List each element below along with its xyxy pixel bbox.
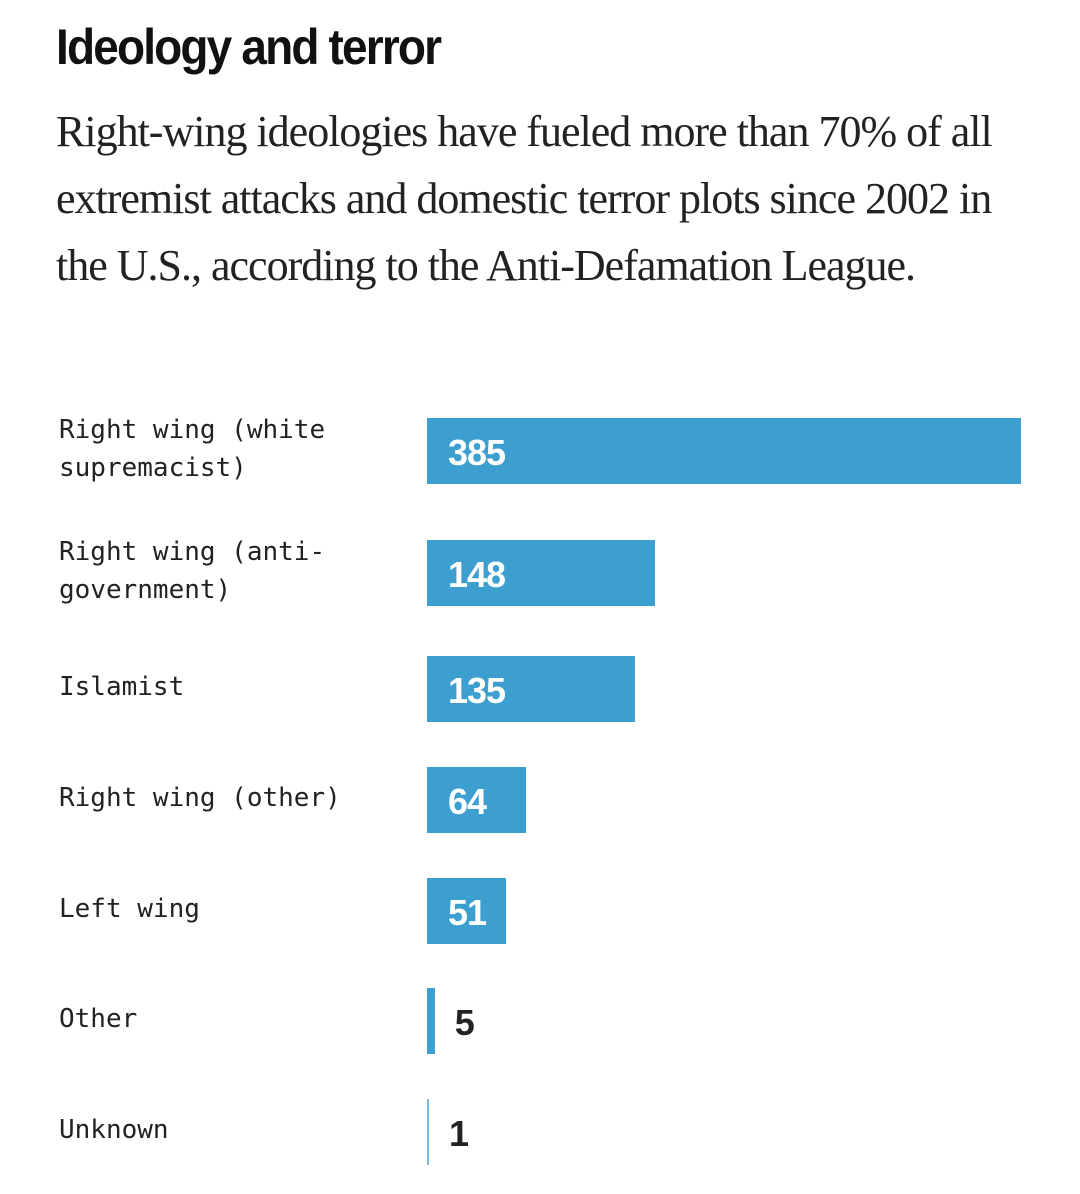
data-label: 5 <box>454 1002 475 1043</box>
bar <box>427 1099 429 1165</box>
bar <box>427 540 656 606</box>
data-label: 1 <box>449 1113 469 1154</box>
category-label: Right wing (other) <box>59 783 341 813</box>
bar <box>427 418 1021 484</box>
category-label: Left wing <box>59 894 200 924</box>
category-label: Right wing (anti-government) <box>59 537 326 605</box>
category-label: Right wing (white supremacist) <box>59 415 326 483</box>
chart-title: Ideology and terror <box>56 19 442 75</box>
data-label: 51 <box>448 892 487 933</box>
data-label: 135 <box>448 670 506 711</box>
bar <box>427 656 636 722</box>
chart-subtitle: Right-wing ideologies have fueled more t… <box>56 107 993 290</box>
category-label: Islamist <box>59 672 185 702</box>
data-label: 148 <box>448 554 506 595</box>
category-label: Unknown <box>59 1115 169 1145</box>
bar <box>427 767 526 833</box>
category-label: Other <box>59 1004 138 1034</box>
bar <box>427 878 506 944</box>
bar <box>427 988 435 1054</box>
data-label: 64 <box>448 781 487 822</box>
data-label: 385 <box>448 432 506 473</box>
